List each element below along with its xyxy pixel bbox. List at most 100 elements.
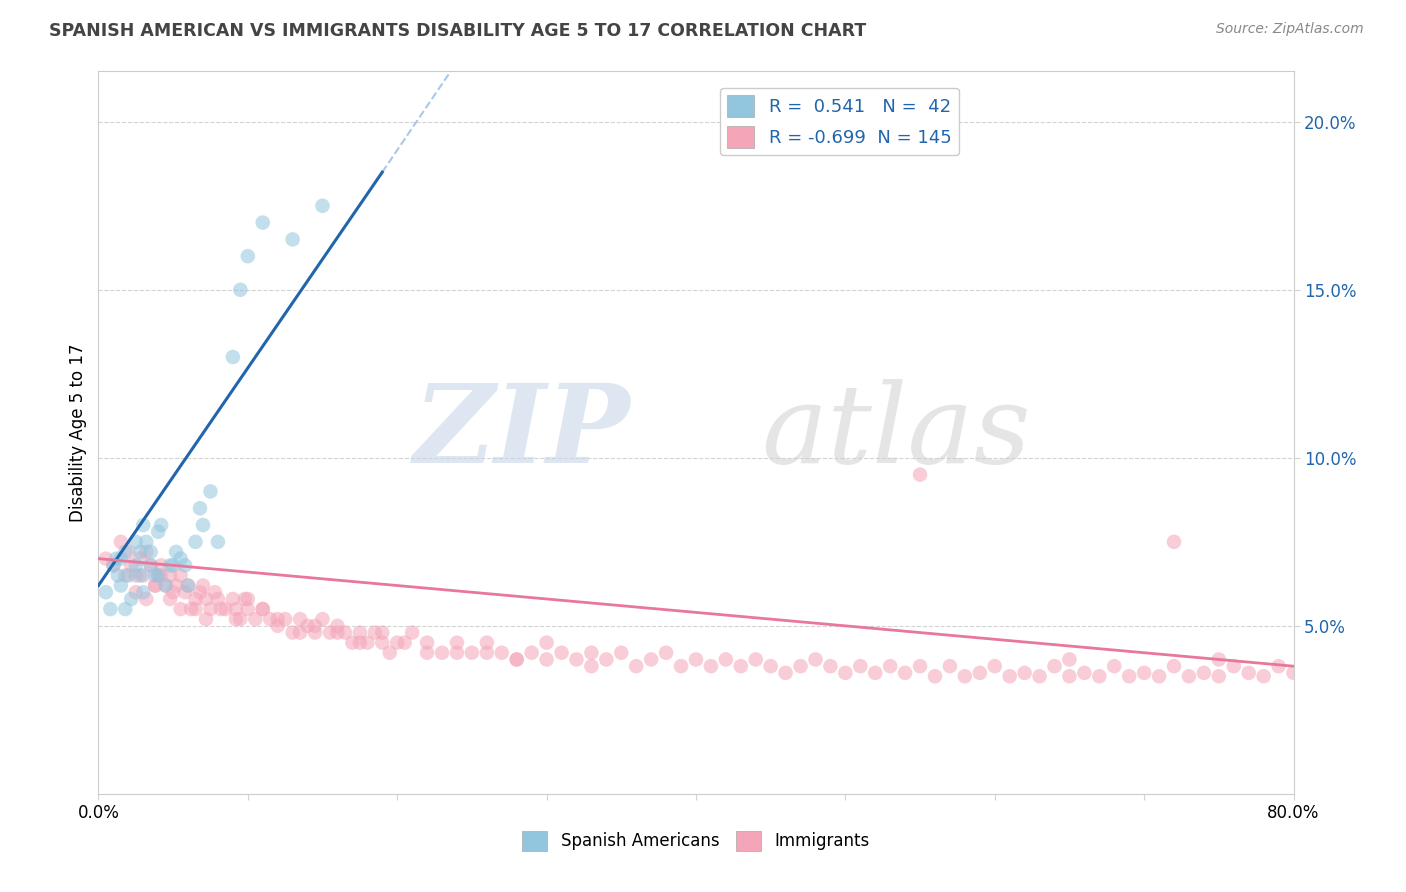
Point xyxy=(969,665,991,680)
Point xyxy=(94,551,117,566)
Point xyxy=(184,591,207,606)
Point xyxy=(349,625,371,640)
Point xyxy=(730,659,752,673)
Point xyxy=(209,602,232,616)
Point xyxy=(581,646,603,660)
Point xyxy=(114,602,136,616)
Point xyxy=(267,619,290,633)
Point xyxy=(349,635,371,649)
Point xyxy=(214,602,236,616)
Point xyxy=(274,612,297,626)
Point xyxy=(1028,669,1050,683)
Point xyxy=(311,199,333,213)
Point xyxy=(1059,652,1081,666)
Point xyxy=(129,551,152,566)
Point xyxy=(177,578,200,592)
Point xyxy=(259,612,281,626)
Point xyxy=(225,612,247,626)
Point xyxy=(536,652,558,666)
Point xyxy=(120,591,142,606)
Point xyxy=(1133,665,1156,680)
Point xyxy=(326,619,349,633)
Point xyxy=(252,602,274,616)
Point xyxy=(581,659,603,673)
Point xyxy=(191,518,214,533)
Point xyxy=(135,545,157,559)
Point xyxy=(229,612,252,626)
Point xyxy=(550,646,572,660)
Point xyxy=(281,625,304,640)
Point xyxy=(820,659,842,673)
Y-axis label: Disability Age 5 to 17: Disability Age 5 to 17 xyxy=(69,343,87,522)
Point xyxy=(188,501,211,516)
Point xyxy=(252,602,274,616)
Point xyxy=(1088,669,1111,683)
Point xyxy=(177,578,200,592)
Point xyxy=(103,558,125,573)
Point xyxy=(135,534,157,549)
Point xyxy=(169,568,191,582)
Point xyxy=(446,646,468,660)
Point xyxy=(1147,669,1170,683)
Point xyxy=(139,545,162,559)
Point xyxy=(148,568,170,582)
Point xyxy=(953,669,976,683)
Point xyxy=(371,625,394,640)
Point xyxy=(506,652,529,666)
Point xyxy=(159,591,181,606)
Point xyxy=(775,665,797,680)
Point xyxy=(195,612,218,626)
Text: ZIP: ZIP xyxy=(413,379,630,486)
Point xyxy=(105,551,128,566)
Point xyxy=(174,558,197,573)
Point xyxy=(401,625,423,640)
Point xyxy=(461,646,484,660)
Point xyxy=(139,558,162,573)
Point xyxy=(311,612,333,626)
Point xyxy=(759,659,782,673)
Point xyxy=(342,635,364,649)
Point xyxy=(894,665,917,680)
Point xyxy=(416,646,439,660)
Point xyxy=(865,665,887,680)
Point xyxy=(184,534,207,549)
Point xyxy=(1253,669,1275,683)
Point xyxy=(304,625,326,640)
Point xyxy=(1237,665,1260,680)
Point xyxy=(1118,669,1140,683)
Point xyxy=(446,635,468,649)
Point xyxy=(165,578,187,592)
Point xyxy=(565,652,588,666)
Point xyxy=(169,551,191,566)
Point xyxy=(159,558,181,573)
Point xyxy=(385,635,409,649)
Point xyxy=(94,585,117,599)
Point xyxy=(745,652,768,666)
Point xyxy=(98,602,122,616)
Point xyxy=(110,551,132,566)
Point xyxy=(129,545,152,559)
Point xyxy=(356,635,378,649)
Point xyxy=(114,568,136,582)
Point xyxy=(222,591,245,606)
Point xyxy=(150,518,173,533)
Point xyxy=(204,585,226,599)
Point xyxy=(475,635,498,649)
Point xyxy=(148,568,170,582)
Point xyxy=(129,568,152,582)
Point xyxy=(879,659,901,673)
Point xyxy=(143,568,166,582)
Point xyxy=(536,635,558,649)
Point xyxy=(169,602,191,616)
Point xyxy=(1163,659,1185,673)
Point xyxy=(165,545,187,559)
Point xyxy=(595,652,617,666)
Point xyxy=(685,652,707,666)
Point xyxy=(225,602,247,616)
Point xyxy=(110,578,132,592)
Point xyxy=(475,646,498,660)
Point xyxy=(267,612,290,626)
Point xyxy=(626,659,648,673)
Point xyxy=(610,646,633,660)
Point xyxy=(1073,665,1095,680)
